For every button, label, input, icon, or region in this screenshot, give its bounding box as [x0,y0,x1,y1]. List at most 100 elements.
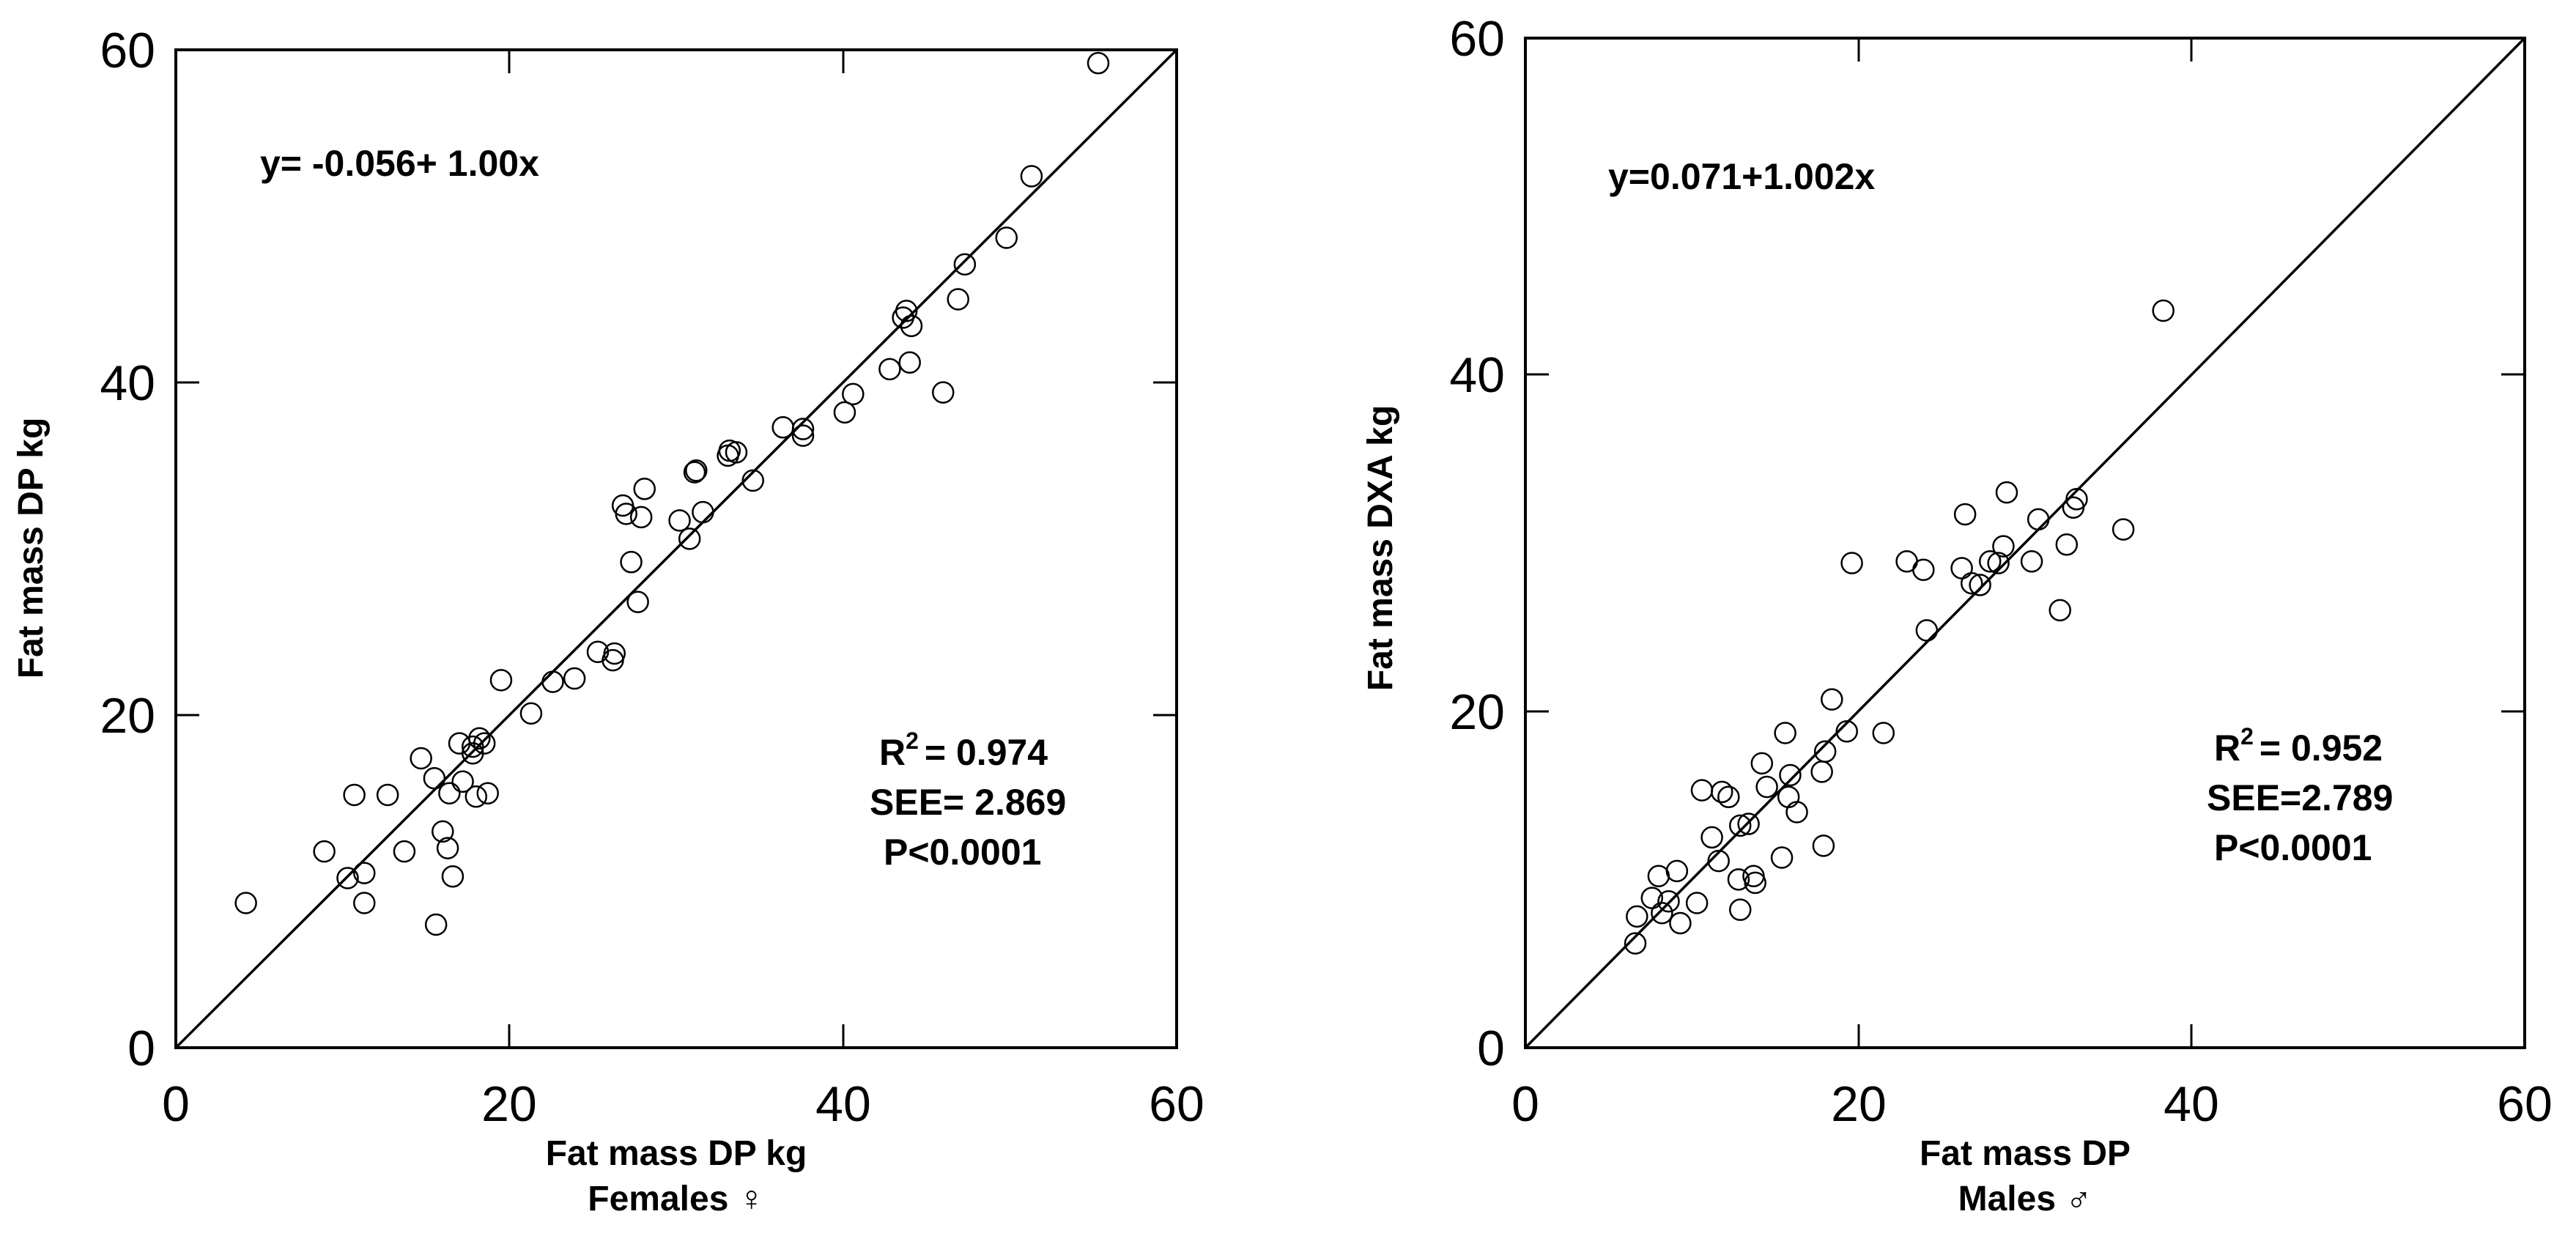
data-point [1737,813,1760,835]
data-point [234,892,257,914]
x-tick-label: 0 [1511,1076,1539,1132]
data-point [336,867,359,889]
data-point [423,767,446,790]
x-tick-label: 60 [2497,1076,2553,1132]
data-point [313,840,336,863]
y-tick-label: 20 [1449,684,1505,740]
plot-frame [174,48,1178,1049]
data-point [633,478,656,500]
data-point [2065,488,2088,511]
data-point [468,727,491,750]
data-point [461,735,484,758]
data-point [436,837,459,859]
data-point [1987,552,2010,574]
x-axis-ticks [1857,38,2193,1048]
data-point [1810,761,1833,783]
data-point [424,913,448,936]
see-value: SEE=2.789 [2207,777,2393,818]
data-point [1785,801,1808,824]
data-point [476,782,499,804]
data-point [953,253,977,276]
y-axis-title: Fat mass DP kg [12,418,51,679]
data-point [1626,905,1648,928]
x-tick-label: 40 [815,1076,871,1132]
data-point [441,865,465,888]
data-point [678,528,701,550]
data-point [833,401,856,424]
y-tick-label: 60 [100,23,155,78]
data-point [1950,557,1973,580]
see-value: SEE= 2.869 [870,782,1066,823]
x-tick-label: 20 [481,1076,537,1132]
data-point [2048,599,2071,622]
y-axis-ticks [1525,373,2525,713]
data-point [1777,785,1800,809]
data-point [1717,785,1740,809]
data-point [1669,911,1692,935]
data-point [489,669,513,692]
y-axis-title: Fat mass DXA kg [1361,405,1400,691]
data-point [1812,835,1835,857]
data-point [1729,814,1752,837]
males-panel: 0 20 40 60 0 20 40 60 Fat mass DP Males … [1361,11,2553,1218]
data-point [1087,51,1110,75]
data-point [2027,508,2050,531]
data-point [1651,902,1673,925]
identity-line [1524,37,2526,1049]
y-tick-label: 60 [1449,11,1505,67]
data-point [878,358,901,381]
data-point [1961,571,1983,595]
data-point [629,506,653,529]
regression-equation: y= -0.056+ 1.00x [260,143,539,184]
data-point [932,381,955,404]
y-tick-label: 40 [1449,347,1505,403]
data-point [791,418,815,440]
y-axis-ticks [176,381,1177,717]
data-point [620,550,643,574]
data-point [1979,550,2002,573]
data-point [2111,518,2135,541]
data-point [1872,722,1895,744]
data-point [519,702,543,725]
data-point [432,820,454,843]
x-axis-title: Fat mass DP [1920,1134,2131,1173]
x-tick-label: 60 [1149,1076,1204,1132]
data-point [465,785,488,808]
data-point [842,382,865,406]
data-point [353,892,376,914]
data-point [771,416,794,439]
data-points [1624,299,2175,955]
data-point [541,670,564,693]
data-point [1665,859,1689,883]
data-point [1992,535,2015,558]
data-point [1690,779,1714,802]
data-point [1755,775,1778,799]
y-tick-label: 40 [100,355,155,411]
data-point [895,300,918,322]
data-point [448,732,471,755]
data-point [1953,503,1977,526]
data-point [1774,722,1796,744]
data-point [615,503,637,525]
data-point [603,642,626,665]
data-point [1729,898,1752,921]
data-point [1995,481,2018,504]
plot-frame [1524,37,2526,1049]
data-point [1821,688,1843,711]
data-point [668,509,691,532]
x-axis-ticks [174,50,845,1048]
data-point [563,667,586,690]
data-point [1685,892,1709,914]
data-point [1835,719,1859,743]
data-point [1912,558,1935,581]
identity-line [174,48,1178,1049]
data-point [1915,619,1939,642]
data-point [900,314,923,338]
data-point [1711,780,1733,804]
data-point [725,441,748,464]
data-point [1657,889,1680,913]
data-point [626,591,649,613]
data-point [1969,574,1991,596]
x-tick-label: 20 [1831,1076,1887,1132]
data-point [473,732,496,755]
